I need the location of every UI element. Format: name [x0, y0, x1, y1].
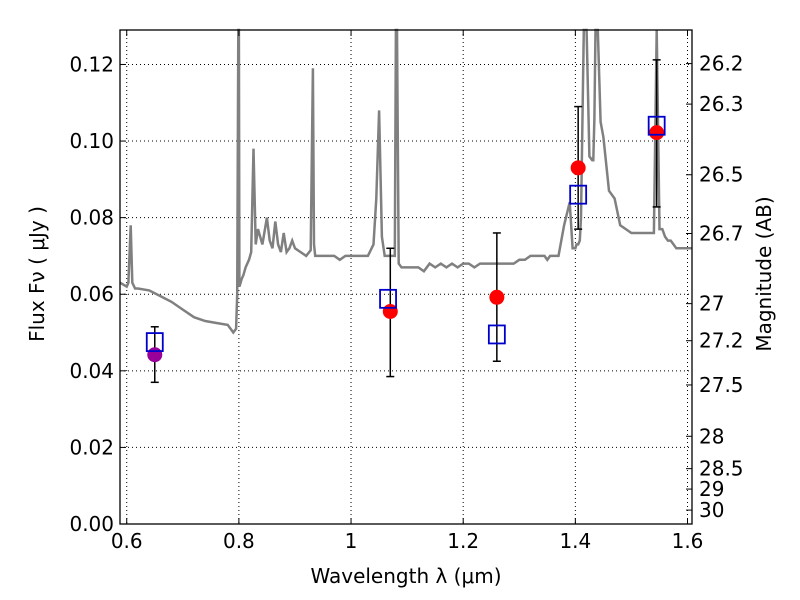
x-tick-label: 0.8	[223, 529, 255, 553]
x-axis-label: Wavelength λ (μm)	[310, 564, 501, 588]
mag-tick-label: 28.5	[699, 457, 744, 481]
y-tick-label: 0.08	[69, 206, 114, 230]
model-point-square	[145, 332, 164, 353]
tick-labels: 0.6 0.8 1 1.2 1.4 1.6 0.00 0.02 0.04 0.06 0.08 0.10…	[69, 52, 743, 553]
data-point-circle	[147, 347, 163, 363]
y-tick-label: 0.04	[69, 359, 114, 383]
model-point-square	[379, 288, 397, 309]
data-point-circle	[649, 125, 665, 141]
mag-tick-label: 30	[699, 498, 724, 522]
x-tick-label: 1.2	[447, 529, 479, 553]
right-y-axis-label: Magnitude (AB)	[752, 196, 776, 351]
mag-tick-label: 26.5	[699, 163, 744, 187]
grid	[120, 30, 692, 524]
model-spectrum-line	[119, 28, 692, 335]
x-tick-label: 1.6	[672, 529, 704, 553]
x-tick-label: 1	[345, 529, 358, 553]
error-bars	[150, 59, 661, 384]
mag-tick-label: 27.5	[699, 373, 744, 397]
y-tick-label: 0.10	[69, 129, 114, 153]
mag-tick-label: 28	[699, 424, 724, 448]
data-point-circle	[570, 160, 586, 176]
mag-tick-label: 27.2	[699, 329, 744, 353]
plot-frame	[119, 29, 693, 525]
model-point-square	[487, 324, 506, 345]
model-point-square	[647, 115, 666, 136]
data-point-circle	[489, 289, 505, 305]
mag-tick-label: 29	[699, 477, 724, 501]
y-tick-label: 0.12	[69, 52, 114, 76]
mag-tick-label: 26.2	[699, 52, 744, 76]
y-tick-label: 0.06	[69, 282, 114, 306]
x-tick-label: 1.4	[559, 529, 591, 553]
y-axis-label: Flux Fν ( μJy )	[25, 206, 49, 342]
model-point-square	[569, 184, 588, 205]
y-tick-label: 0.02	[69, 435, 114, 459]
axis-ticks	[120, 30, 692, 525]
data-markers	[145, 115, 666, 363]
mag-tick-label: 26.3	[699, 92, 744, 116]
mag-tick-label: 27	[699, 292, 724, 316]
mag-tick-label: 26.7	[699, 222, 744, 246]
x-tick-label: 0.6	[111, 529, 143, 553]
y-tick-label: 0.00	[69, 512, 114, 536]
